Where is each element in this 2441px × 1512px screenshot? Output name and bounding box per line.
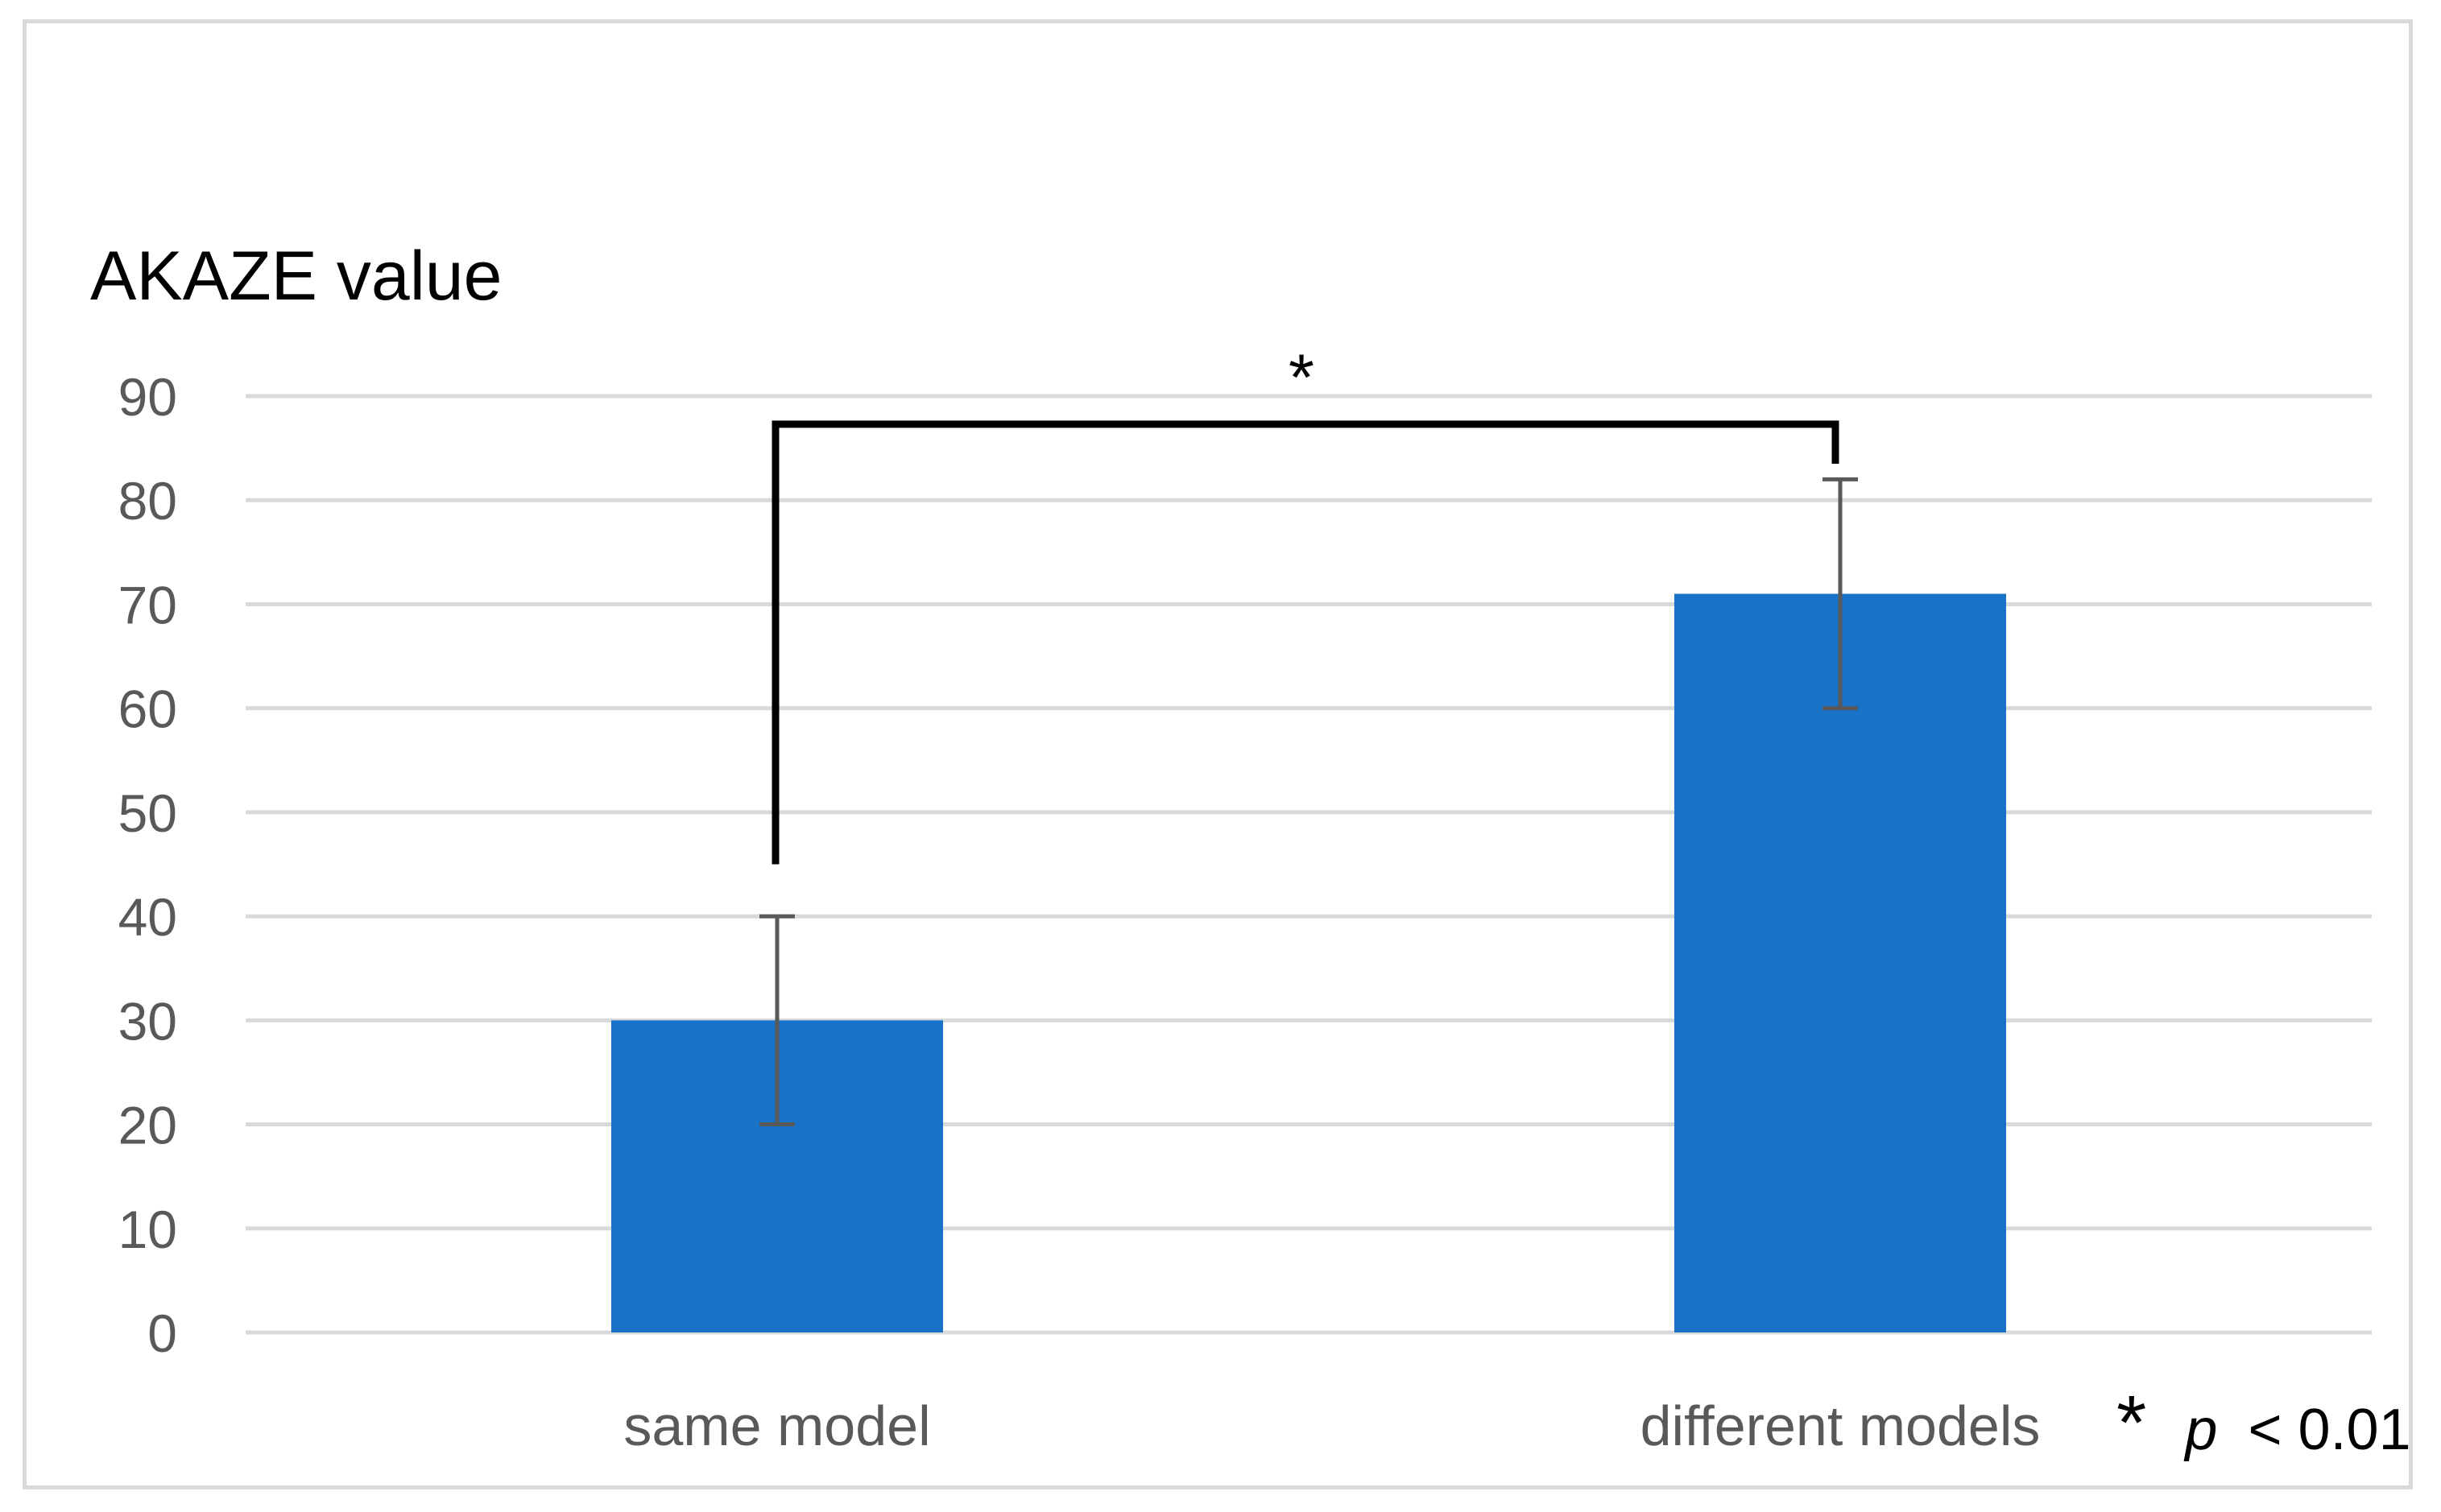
x-tick-labels: same model different models <box>623 1394 2040 1457</box>
y-tick-label: 10 <box>118 1200 177 1259</box>
y-tick-label: 60 <box>118 680 177 739</box>
chart-frame <box>23 19 2413 1489</box>
bar <box>1674 593 2006 1332</box>
significance-star: * <box>1289 341 1314 415</box>
gridlines <box>246 394 2372 1335</box>
p-note-star: * <box>2116 1380 2146 1466</box>
p-note-p: p <box>2183 1398 2217 1462</box>
error-bars <box>759 477 1858 1127</box>
category-label: same model <box>623 1394 930 1457</box>
y-tick-label: 30 <box>118 991 177 1051</box>
y-tick-label: 50 <box>118 783 177 843</box>
y-tick-labels: 0 10 20 30 40 50 60 70 80 90 <box>118 367 177 1363</box>
p-value-note: * p < 0.01 <box>2116 1380 2411 1466</box>
y-tick-label: 20 <box>118 1096 177 1155</box>
p-note-rest: < 0.01 <box>2248 1398 2410 1462</box>
bars <box>611 593 2006 1332</box>
y-tick-label: 40 <box>118 887 177 947</box>
y-tick-label: 80 <box>118 471 177 531</box>
y-tick-label: 70 <box>118 575 177 634</box>
y-tick-label: 90 <box>118 367 177 427</box>
y-axis-label: AKAZE value <box>90 238 502 315</box>
significance-bracket <box>772 420 1839 865</box>
y-tick-label: 0 <box>147 1303 177 1363</box>
category-label: different models <box>1640 1394 2041 1457</box>
